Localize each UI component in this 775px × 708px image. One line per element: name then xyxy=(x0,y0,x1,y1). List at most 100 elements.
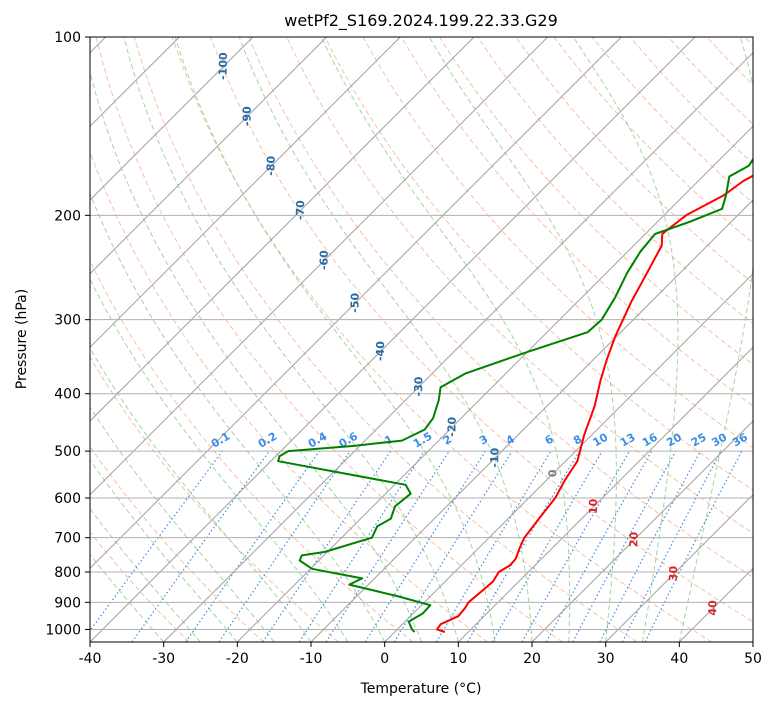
mixing-ratio-label: 1.5 xyxy=(411,430,434,451)
moist-adiabat xyxy=(123,37,459,642)
moist-adiabat xyxy=(90,507,201,642)
moist-adiabat xyxy=(90,347,312,642)
mixing-ratio-label: 30 xyxy=(709,430,729,449)
dry-adiabat xyxy=(515,37,753,284)
moist-adiabat xyxy=(572,37,679,642)
dry-adiabat xyxy=(744,37,753,47)
dry-adiabat xyxy=(706,37,753,86)
moist-adiabat xyxy=(90,70,422,642)
dry-adiabat xyxy=(324,37,753,491)
x-axis: -40 -30 -20 -10 0 10 20 30 40 50 xyxy=(79,642,762,667)
moist-adiabat xyxy=(238,37,533,642)
isotherm xyxy=(90,37,696,642)
moist-adiabat xyxy=(174,37,496,642)
dry-adiabat xyxy=(591,37,753,204)
mixing-ratio-line xyxy=(545,450,653,642)
isotherm-label: 30 xyxy=(667,565,680,581)
isotherm-label: 10 xyxy=(587,498,600,514)
mixing-ratio-label: 25 xyxy=(689,431,709,450)
isotherm xyxy=(90,37,401,349)
y-tick-label: 400 xyxy=(54,387,81,403)
x-tick-label: -40 xyxy=(79,651,102,667)
dewpoint-profile xyxy=(277,157,753,633)
x-tick-label: 20 xyxy=(523,651,541,667)
mixing-ratio-line xyxy=(90,450,223,632)
dry-adiabat xyxy=(90,445,264,642)
mixing-ratio-label: 16 xyxy=(640,430,660,449)
isotherm xyxy=(531,420,753,642)
x-tick-label: -10 xyxy=(300,651,323,667)
isotherm xyxy=(457,346,753,642)
y-axis: 1000 900 800 700 600 500 400 300 200 100 xyxy=(45,30,90,638)
isotherm xyxy=(384,272,753,642)
dry-adiabat xyxy=(400,37,753,407)
mixing-ratio-label: 1 xyxy=(382,433,395,448)
dry-adiabat xyxy=(133,37,638,642)
plot-frame xyxy=(89,36,754,643)
moist-adiabat xyxy=(678,37,753,642)
isotherm-label: -70 xyxy=(294,200,308,221)
dry-adiabat xyxy=(90,356,339,642)
isotherm-label: -60 xyxy=(317,250,331,271)
y-tick-label: 500 xyxy=(54,444,81,460)
mixing-ratio-line xyxy=(466,450,580,642)
mixing-ratio-labels: 0.1 0.2 0.4 0.6 1 1.5 2 3 4 6 8 10 13 16 20 25 30 36 xyxy=(209,429,750,450)
isotherm-label: 0 xyxy=(546,469,559,477)
mixing-ratio-label: 0.2 xyxy=(256,430,279,451)
x-axis-label: Temperature (°C) xyxy=(360,681,482,697)
x-tick-label: 30 xyxy=(597,651,615,667)
moist-adiabat xyxy=(90,459,238,642)
y-tick-label: 800 xyxy=(54,565,81,581)
y-tick-label: 700 xyxy=(54,531,81,547)
mixing-ratio-line xyxy=(644,450,743,642)
isotherm-label: -40 xyxy=(374,341,388,362)
isotherm-label: -50 xyxy=(348,292,362,313)
x-tick-label: 50 xyxy=(744,651,762,667)
dry-adiabat xyxy=(90,150,488,642)
isotherm xyxy=(678,567,753,642)
isotherm-label: -90 xyxy=(240,106,254,127)
isotherm xyxy=(90,37,549,496)
isotherm xyxy=(310,199,753,642)
moist-adiabat xyxy=(320,37,571,642)
mixing-ratio-line xyxy=(435,450,552,642)
isotherm xyxy=(236,125,753,642)
moist-adiabat xyxy=(90,278,349,642)
isotherm xyxy=(90,37,622,570)
y-axis-label: Pressure (hPa) xyxy=(14,289,30,389)
dry-adiabat xyxy=(90,259,414,642)
isotherm xyxy=(752,641,753,642)
isotherm xyxy=(90,37,475,422)
x-tick-label: 10 xyxy=(449,651,467,667)
y-tick-label: 200 xyxy=(54,208,81,224)
mixing-ratio-line xyxy=(325,450,450,642)
y-tick-label: 1000 xyxy=(45,622,81,638)
mixing-ratio-line xyxy=(521,450,631,642)
temperature-profile xyxy=(436,174,753,633)
y-tick-label: 600 xyxy=(54,491,81,507)
x-tick-label: -30 xyxy=(152,651,175,667)
dry-adiabat xyxy=(438,37,753,366)
dry-adiabat xyxy=(95,37,563,642)
x-tick-label: -20 xyxy=(226,651,249,667)
mixing-ratio-label: 4 xyxy=(504,432,517,447)
isotherm-label: -20 xyxy=(445,416,459,437)
y-tick-label: 100 xyxy=(54,30,81,46)
mixing-ratio-line xyxy=(185,450,320,642)
profile-series xyxy=(277,157,753,633)
isotherm xyxy=(163,51,753,642)
y-tick-label: 300 xyxy=(54,313,81,329)
isotherm-label: 20 xyxy=(627,531,640,547)
moist-adiabat xyxy=(90,192,386,642)
isotherm-label: -100 xyxy=(216,52,230,80)
x-tick-label: 40 xyxy=(670,651,688,667)
isotherm xyxy=(605,493,753,642)
isotherm-label: -10 xyxy=(488,447,502,468)
dry-adiabat xyxy=(210,37,753,623)
background-lines xyxy=(90,37,753,642)
mixing-ratio-line xyxy=(298,450,425,642)
dry-adiabat xyxy=(668,37,753,125)
mixing-ratio-line xyxy=(131,450,270,642)
isotherm xyxy=(90,37,328,275)
